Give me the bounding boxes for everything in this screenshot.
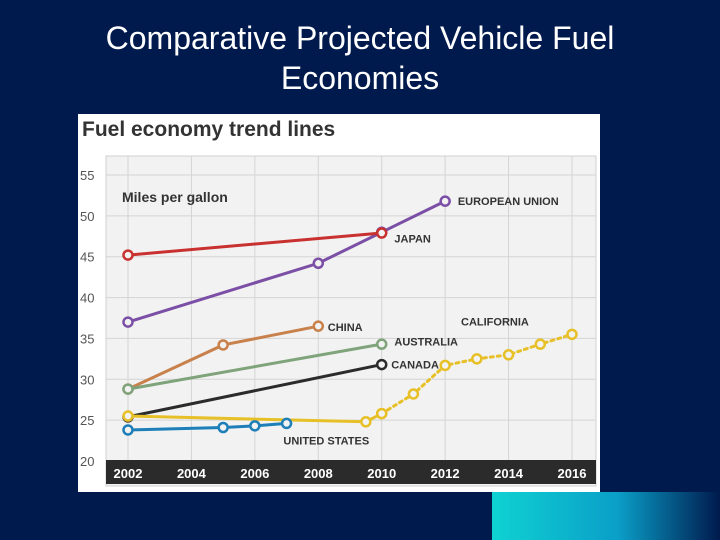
data-point-california	[407, 388, 420, 400]
series-label-australia: AUSTRALIA	[394, 337, 458, 349]
data-point-california	[471, 353, 483, 365]
chart-title: Fuel economy trend lines	[82, 118, 336, 141]
data-point-us-blue-segment	[249, 420, 261, 432]
series-layer	[122, 195, 578, 436]
y-tick-layer: 20 25 30 35 40 45 50 55	[80, 168, 94, 469]
corner-accent	[492, 492, 720, 540]
y-tick-label: 50	[80, 209, 94, 224]
series-label-california: CALIFORNIA	[461, 316, 529, 328]
label-layer: EUROPEAN UNION JAPAN CHINA AUSTRALIA CANADA U…	[283, 196, 558, 447]
data-point-australia	[122, 383, 134, 395]
data-point-china	[217, 339, 229, 351]
plot-area	[105, 155, 597, 487]
series-label-canada: CANADA	[391, 360, 439, 372]
x-tick-label: 2014	[494, 466, 524, 481]
data-point-california	[375, 407, 388, 420]
series-label-european-union: EUROPEAN UNION	[458, 196, 559, 208]
data-point-united-states	[360, 416, 372, 428]
series-line-japan	[126, 231, 384, 257]
data-point-california	[566, 328, 578, 341]
data-point-china	[312, 320, 325, 332]
data-point-european-union	[312, 257, 325, 270]
data-point-australia	[375, 338, 388, 350]
data-point-california	[502, 349, 515, 361]
data-point-european-union	[439, 195, 451, 207]
data-point-european-union	[122, 316, 134, 328]
series-label-china: CHINA	[328, 322, 363, 334]
y-tick-label: 40	[80, 291, 94, 306]
data-point-japan	[375, 227, 388, 239]
data-point-california	[439, 359, 451, 372]
series-label-japan: JAPAN	[394, 234, 431, 246]
data-point-japan	[122, 249, 134, 261]
y-axis-label: Miles per gallon	[122, 189, 228, 205]
data-point-us-blue-segment	[217, 421, 229, 434]
slide-title-line2: Economies	[280, 60, 440, 96]
series-line-us-blue-segment	[126, 421, 289, 432]
y-tick-label: 30	[80, 372, 94, 387]
y-tick-label: 35	[80, 331, 94, 346]
data-point-canada	[375, 358, 388, 371]
x-axis-band	[106, 460, 596, 484]
series-line-canada	[126, 363, 384, 419]
series-label-united-states: UNITED STATES	[283, 436, 369, 448]
chart-card: EUROPEAN UNION JAPAN CHINA AUSTRALIA CANADA U…	[78, 114, 600, 492]
fuel-economy-chart: EUROPEAN UNION JAPAN CHINA AUSTRALIA CANADA U…	[80, 155, 597, 487]
x-tick-label: 2004	[177, 466, 207, 481]
x-tick-label: 2006	[240, 466, 269, 481]
y-tick-label: 25	[80, 413, 94, 428]
slide-title-line1: Comparative Projected Vehicle Fuel	[105, 20, 615, 56]
x-tick-label: 2010	[367, 466, 396, 481]
series-line-european-union	[126, 199, 447, 324]
x-tick-label: 2016	[558, 466, 587, 481]
data-point-united-states	[122, 410, 134, 422]
y-tick-label: 45	[80, 250, 94, 265]
x-tick-layer: 2002 2004 2006 2008 2010 2012 2014 2016	[114, 466, 587, 481]
slide-title: Comparative Projected Vehicle Fuel Econo…	[40, 18, 680, 98]
series-line-australia	[126, 342, 384, 391]
data-point-california	[534, 338, 547, 350]
data-point-us-blue-segment	[280, 417, 293, 430]
x-tick-label: 2012	[431, 466, 460, 481]
y-tick-label: 20	[80, 454, 94, 469]
x-tick-label: 2002	[114, 466, 143, 481]
y-tick-label: 55	[80, 168, 94, 183]
x-tick-label: 2008	[304, 466, 333, 481]
data-point-us-blue-segment	[122, 424, 134, 436]
